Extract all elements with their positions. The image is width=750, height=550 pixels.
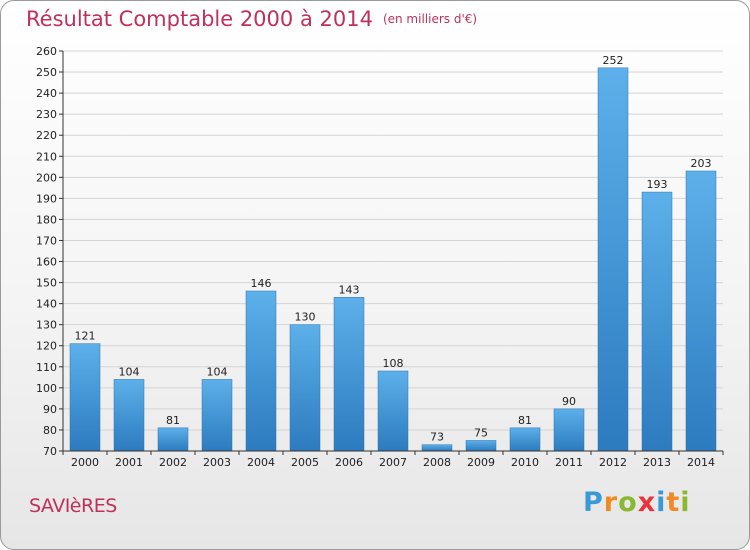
- bar-value-label: 104: [207, 365, 228, 378]
- bar-2001: [113, 379, 145, 452]
- x-tick-label: 2005: [291, 456, 319, 469]
- x-tick-label: 2004: [247, 456, 275, 469]
- bar-value-label: 121: [75, 330, 96, 343]
- x-tick-label: 2006: [335, 456, 363, 469]
- bar-value-label: 108: [383, 357, 404, 370]
- y-tick-label: 230: [36, 108, 57, 121]
- chart-title: Résultat Comptable 2000 à 2014 (en millie…: [26, 7, 477, 31]
- x-tick-label: 2008: [423, 456, 451, 469]
- bar-value-label: 193: [647, 178, 668, 191]
- logo-letter: i: [656, 487, 667, 518]
- y-tick-label: 160: [36, 256, 57, 269]
- logo-letter: i: [680, 487, 691, 518]
- y-tick-label: 210: [36, 150, 57, 163]
- bar-value-label: 104: [119, 365, 140, 378]
- bar-2009: [465, 440, 497, 452]
- commune-name: SAVIèRES: [29, 495, 117, 517]
- bar-value-label: 81: [518, 414, 532, 427]
- x-tick-label: 2009: [467, 456, 495, 469]
- y-tick-label: 190: [36, 192, 57, 205]
- y-tick-label: 260: [36, 45, 57, 58]
- bar-2003: [201, 379, 233, 452]
- bar-2011: [553, 408, 585, 452]
- logo-letter: x: [637, 487, 657, 518]
- y-tick-label: 220: [36, 129, 57, 142]
- y-tick-label: 140: [36, 298, 57, 311]
- y-tick-label: 90: [43, 403, 57, 416]
- logo-letter: r: [603, 487, 619, 518]
- x-axis: 2000 2001 2002 2003 2004 2005 2006 2007 2008 2009…: [62, 450, 724, 469]
- x-tick-label: 2013: [643, 456, 671, 469]
- bar-2010: [509, 427, 541, 452]
- y-tick-label: 80: [43, 424, 57, 437]
- bar-value-label: 75: [474, 426, 488, 439]
- bar-value-label: 203: [691, 157, 712, 170]
- logo-letter: o: [618, 487, 638, 518]
- x-tick-label: 2000: [71, 456, 99, 469]
- y-tick-label: 150: [36, 277, 57, 290]
- bar-2002: [157, 427, 189, 452]
- x-tick-label: 2002: [159, 456, 187, 469]
- bars: 121 104 81 104 146 130 143 108 73 75 81 90 252 193 203: [69, 54, 717, 452]
- bar-2005: [289, 324, 321, 452]
- x-tick-label: 2011: [555, 456, 583, 469]
- bar-value-label: 146: [251, 277, 272, 290]
- bar-value-label: 252: [603, 54, 624, 67]
- y-tick-label: 170: [36, 234, 57, 247]
- chart-title-text: Résultat Comptable 2000 à 2014: [26, 7, 373, 31]
- y-tick-label: 70: [43, 445, 57, 458]
- y-tick-label: 180: [36, 213, 57, 226]
- y-tick-label: 240: [36, 87, 57, 100]
- y-tick-label: 110: [36, 361, 57, 374]
- y-axis: 70 80 90 100 110 120 130 140 150 160 170 180 190 200 2…: [36, 45, 64, 458]
- bar-value-label: 143: [339, 283, 360, 296]
- logo-letter: P: [583, 487, 604, 518]
- y-tick-label: 100: [36, 382, 57, 395]
- bar-2013: [641, 191, 673, 452]
- bar-value-label: 90: [562, 395, 576, 408]
- bar-2006: [333, 297, 365, 452]
- bar-2007: [377, 370, 409, 452]
- x-tick-label: 2001: [115, 456, 143, 469]
- x-tick-label: 2010: [511, 456, 539, 469]
- bar-2012: [597, 67, 629, 452]
- bar-value-label: 130: [295, 311, 316, 324]
- bar-2000: [69, 343, 101, 452]
- bar-2008: [421, 444, 453, 452]
- y-tick-label: 130: [36, 319, 57, 332]
- bar-value-label: 81: [166, 414, 180, 427]
- y-tick-label: 200: [36, 171, 57, 184]
- y-tick-label: 120: [36, 340, 57, 353]
- proxiti-logo: Proxiti: [583, 487, 691, 518]
- x-tick-label: 2007: [379, 456, 407, 469]
- logo-letter: t: [666, 487, 681, 518]
- x-tick-label: 2014: [687, 456, 715, 469]
- bar-2014: [685, 170, 717, 452]
- bar-value-label: 73: [430, 431, 444, 444]
- y-tick-label: 250: [36, 66, 57, 79]
- x-tick-label: 2012: [599, 456, 627, 469]
- x-tick-label: 2003: [203, 456, 231, 469]
- chart-subtitle: (en milliers d'€): [382, 12, 478, 26]
- bar-2004: [245, 290, 277, 452]
